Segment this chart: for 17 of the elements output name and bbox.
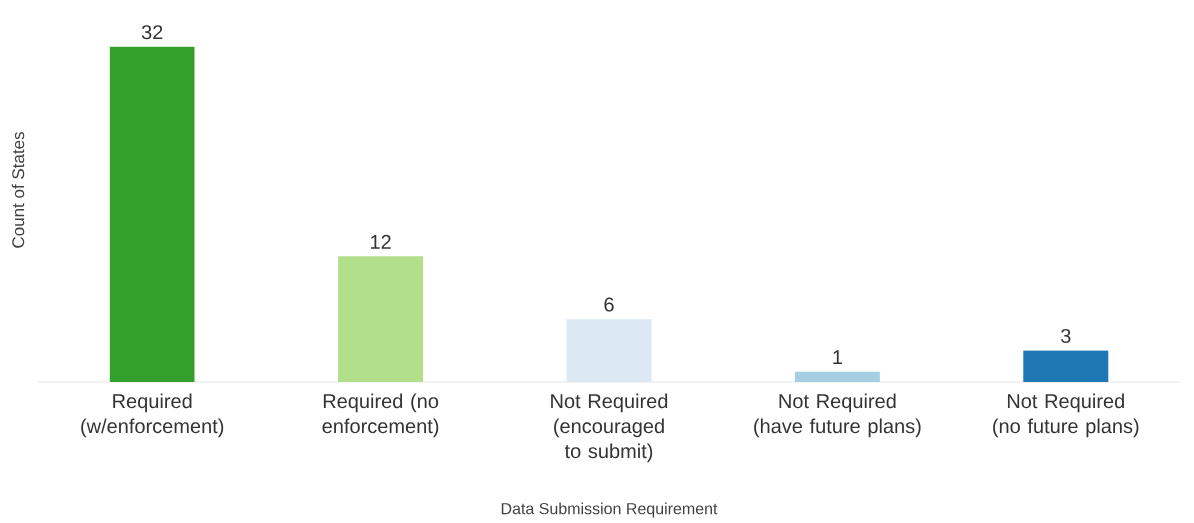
bar xyxy=(566,319,652,382)
x-axis-title: Data Submission Requirement xyxy=(501,502,718,518)
x-tick-label: Not Required (have future plans) xyxy=(754,393,921,438)
data-label: 12 xyxy=(371,234,391,249)
data-label: 3 xyxy=(1060,328,1071,344)
data-label: 1 xyxy=(833,350,842,364)
bar xyxy=(109,46,195,382)
x-tick-label: Required (w/enforcement) xyxy=(81,393,224,438)
bar xyxy=(794,371,880,382)
bar xyxy=(338,256,424,382)
y-axis-title: Count of States xyxy=(11,132,25,248)
x-tick-label: Required (no enforcement) xyxy=(322,393,439,438)
x-tick-label: Not Required (encouraged to submit) xyxy=(551,393,668,463)
data-label: 32 xyxy=(141,25,163,40)
x-tick-label: Not Required (no future plans) xyxy=(993,393,1139,438)
bar xyxy=(1023,350,1109,382)
data-label: 6 xyxy=(604,297,614,312)
